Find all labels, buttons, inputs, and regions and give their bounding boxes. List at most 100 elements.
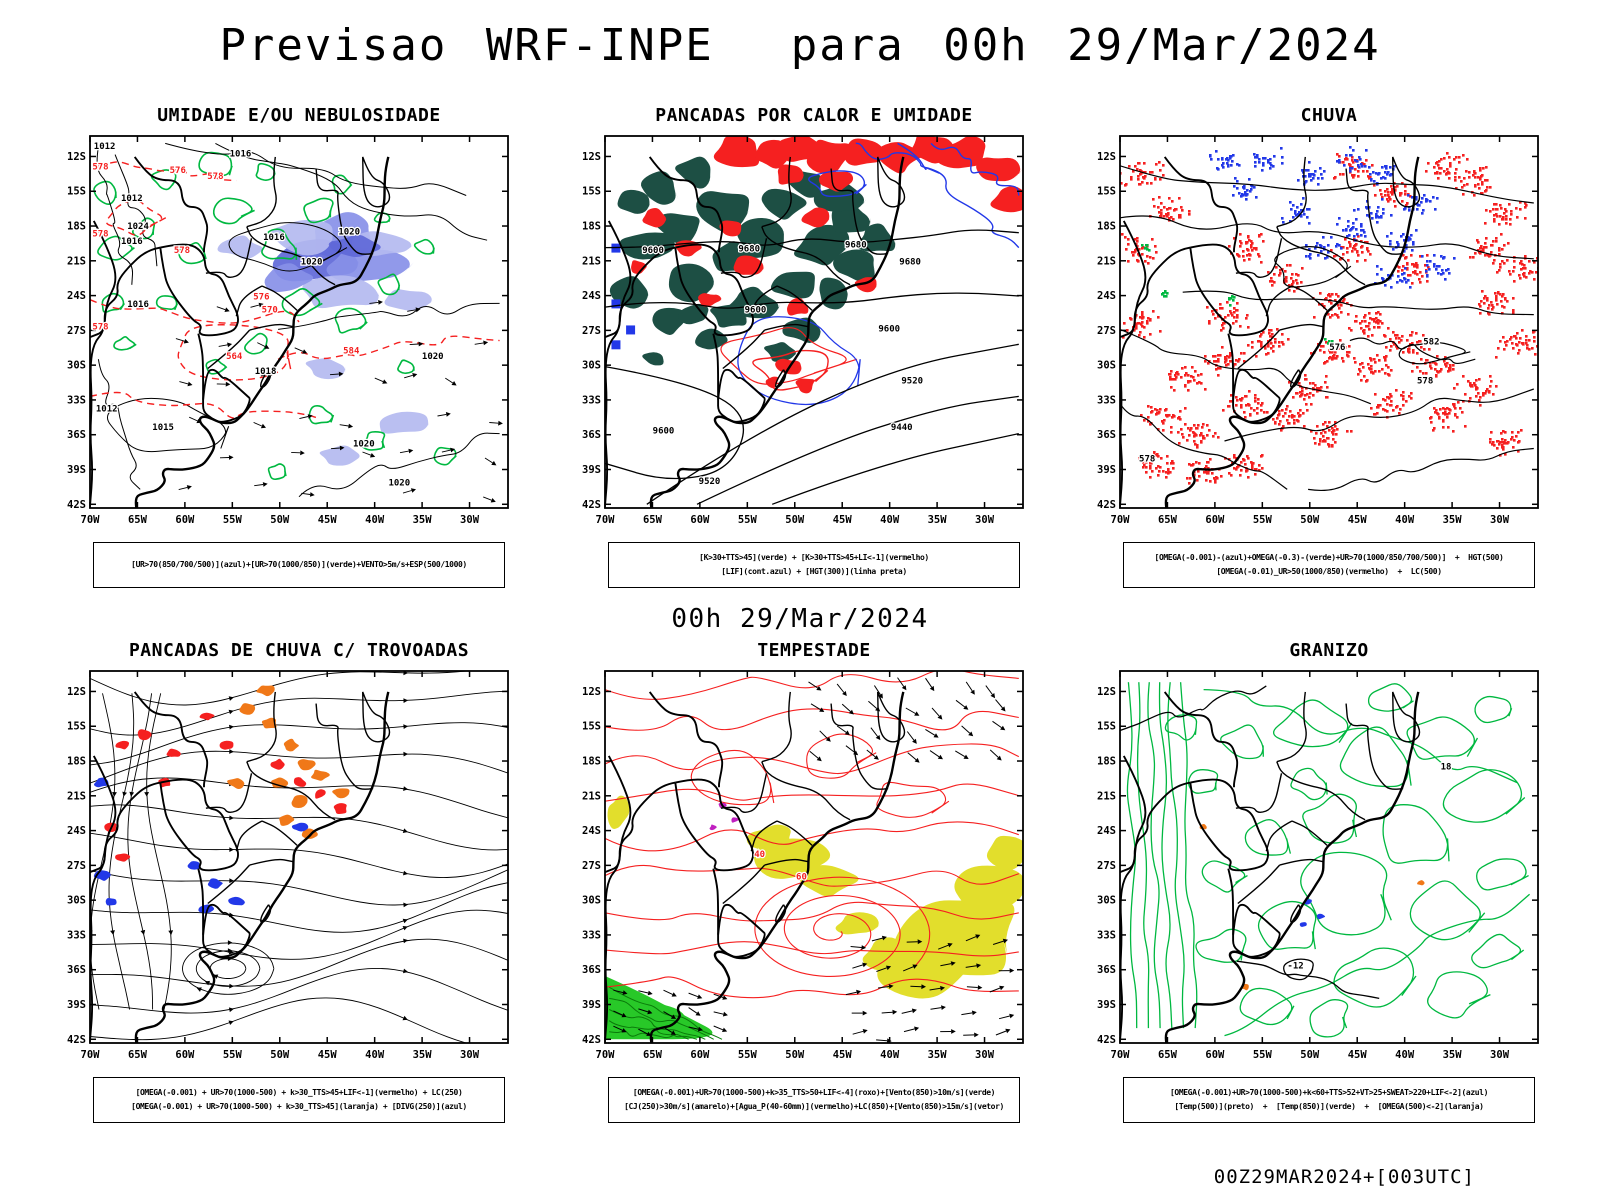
svg-text:1018: 1018 [255, 367, 277, 377]
svg-text:30S: 30S [67, 360, 86, 372]
panel-chuva: CHUVA 12S 15S 18S 21S 24S 27S 30S 33S 36S 39S 42S 7… [1080, 105, 1550, 588]
svg-text:578: 578 [207, 172, 223, 182]
svg-text:15S: 15S [582, 721, 601, 733]
svg-text:1016: 1016 [230, 149, 252, 159]
panel-title-pancadas-calor: PANCADAS POR CALOR E UMIDADE [655, 105, 973, 126]
svg-text:45W: 45W [833, 1049, 853, 1061]
map-trovoadas: 12S 15S 18S 21S 24S 27S 30S 33S 36S 39S 42S 70W 65W 6… [67, 670, 509, 1061]
svg-text:578: 578 [1417, 376, 1433, 386]
svg-text:65W: 65W [1158, 514, 1178, 526]
svg-text:35W: 35W [928, 1049, 948, 1061]
svg-text:70W: 70W [596, 514, 616, 526]
panel-title-trovoadas: PANCADAS DE CHUVA C/ TROVOADAS [128, 640, 470, 661]
svg-text:55W: 55W [738, 1049, 758, 1061]
caption-line: [OMEGA(-0.001)-(azul)+OMEGA(-0.3)-(verde… [1154, 552, 1504, 562]
svg-text:39S: 39S [1097, 464, 1116, 476]
svg-text:60W: 60W [175, 514, 195, 526]
svg-text:40: 40 [754, 850, 765, 860]
svg-text:35W: 35W [1443, 1049, 1463, 1061]
svg-text:15S: 15S [1097, 186, 1116, 198]
svg-text:45W: 45W [318, 514, 338, 526]
svg-text:9600: 9600 [653, 427, 675, 437]
svg-text:578: 578 [1139, 455, 1155, 465]
svg-text:576: 576 [170, 166, 186, 176]
svg-text:578: 578 [92, 229, 108, 239]
svg-text:9680: 9680 [899, 257, 921, 267]
svg-text:50W: 50W [785, 1049, 805, 1061]
svg-text:40W: 40W [365, 514, 385, 526]
svg-text:30W: 30W [460, 514, 480, 526]
svg-text:36S: 36S [67, 964, 86, 976]
svg-text:30W: 30W [975, 514, 995, 526]
svg-text:50W: 50W [785, 514, 805, 526]
svg-text:15S: 15S [67, 186, 86, 198]
svg-text:18S: 18S [582, 221, 601, 233]
svg-text:1012: 1012 [94, 142, 116, 152]
svg-text:36S: 36S [1097, 429, 1116, 441]
svg-text:36S: 36S [582, 964, 601, 976]
svg-text:45W: 45W [1348, 1049, 1368, 1061]
caption-box-tempestade: [OMEGA(-0.001)+UR>70(1000-500)+k>35_TTS>… [608, 1077, 1020, 1123]
panel-row-top: UMIDADE E/OU NEBULOSIDADE 12S 15S 18S 21S 24… [0, 105, 1600, 588]
svg-text:40W: 40W [1395, 514, 1415, 526]
svg-text:35W: 35W [1443, 514, 1463, 526]
svg-text:40W: 40W [880, 1049, 900, 1061]
svg-text:33S: 33S [582, 394, 601, 406]
svg-text:18S: 18S [67, 756, 86, 768]
svg-text:50W: 50W [270, 1049, 290, 1061]
svg-text:24S: 24S [582, 825, 601, 837]
svg-text:1016: 1016 [121, 237, 143, 247]
panel-title-granizo: GRANIZO [1289, 640, 1369, 661]
svg-text:30S: 30S [1097, 360, 1116, 372]
svg-text:30W: 30W [1490, 514, 1510, 526]
svg-text:9600: 9600 [878, 324, 900, 334]
svg-text:36S: 36S [1097, 964, 1116, 976]
svg-text:576: 576 [1329, 343, 1345, 353]
svg-text:21S: 21S [582, 255, 601, 267]
svg-text:36S: 36S [67, 429, 86, 441]
svg-text:35W: 35W [413, 1049, 433, 1061]
footer-timestamp: 00Z29MAR2024+[003UTC] [1213, 1166, 1475, 1188]
svg-text:24S: 24S [582, 290, 601, 302]
caption-line: [OMEGA(-0.001) + UR>70(1000-500) + k>30_… [131, 1102, 467, 1111]
caption-line: [OMEGA(-0.001)+UR>70(1000-500)+k<60+TTS>… [1170, 1087, 1488, 1097]
page-title: Previsao WRF-INPE para 00h 29/Mar/2024 [219, 20, 1381, 71]
svg-text:39S: 39S [1097, 999, 1116, 1011]
svg-text:24S: 24S [1097, 290, 1116, 302]
svg-text:39S: 39S [67, 999, 86, 1011]
svg-text:578: 578 [92, 162, 108, 172]
svg-text:60: 60 [796, 872, 807, 882]
caption-line: [Temp(500)](preto) + [Temp(850)](verde) … [1174, 1102, 1484, 1111]
svg-text:9600: 9600 [745, 306, 767, 316]
caption-line: [LIF](cont.azul) + [HGT(300)](linha pret… [721, 567, 907, 576]
svg-text:60W: 60W [690, 1049, 710, 1061]
panel-tempestade: TEMPESTADE 12S 15S 18S 21S 24S 27S 30S 33S 36S 39… [565, 640, 1035, 1123]
svg-text:50W: 50W [270, 514, 290, 526]
svg-text:70W: 70W [81, 514, 101, 526]
svg-text:27S: 27S [67, 860, 86, 872]
svg-text:42S: 42S [1097, 499, 1116, 511]
caption-line: [OMEGA(-0.001)+UR>70(1000-500)+k>35_TTS>… [632, 1087, 996, 1097]
svg-text:1020: 1020 [353, 440, 375, 450]
svg-text:27S: 27S [582, 325, 601, 337]
svg-text:36S: 36S [582, 429, 601, 441]
svg-text:1020: 1020 [388, 479, 410, 489]
svg-text:1012: 1012 [121, 194, 143, 204]
svg-text:35W: 35W [413, 514, 433, 526]
svg-text:65W: 65W [643, 1049, 663, 1061]
svg-text:578: 578 [92, 322, 108, 332]
svg-text:24S: 24S [1097, 825, 1116, 837]
svg-text:33S: 33S [1097, 394, 1116, 406]
panel-row-bottom: PANCADAS DE CHUVA C/ TROVOADAS 12S 15S 18S… [0, 640, 1600, 1123]
svg-text:21S: 21S [582, 790, 601, 802]
svg-text:30S: 30S [67, 895, 86, 907]
panel-title-tempestade: TEMPESTADE [757, 640, 871, 661]
svg-text:70W: 70W [596, 1049, 616, 1061]
svg-text:584: 584 [343, 347, 360, 357]
svg-text:12S: 12S [67, 686, 86, 698]
map-granizo: 12S 15S 18S 21S 24S 27S 30S 33S 36S 39S 42S 70W 65W 6… [1097, 670, 1539, 1061]
svg-text:1020: 1020 [338, 228, 360, 238]
svg-text:30S: 30S [1097, 895, 1116, 907]
caption-line: [CJ(250)>30m/s](amarelo)+[Agua_P(40-60mm… [624, 1102, 1004, 1111]
svg-text:18: 18 [1441, 763, 1452, 773]
